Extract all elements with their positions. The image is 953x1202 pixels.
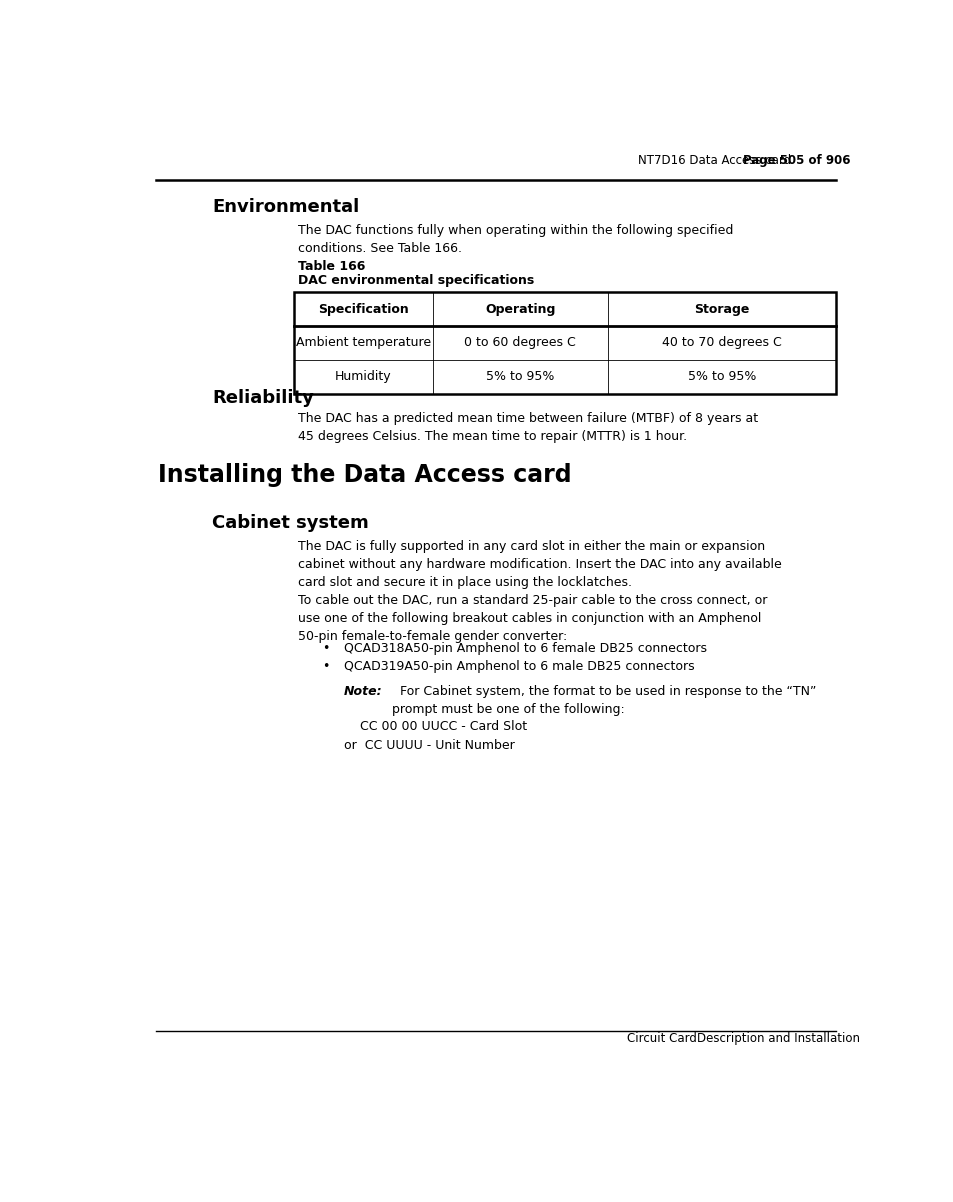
Text: Circuit Card: Circuit Card bbox=[626, 1033, 696, 1046]
Text: The DAC is fully supported in any card slot in either the main or expansion
cabi: The DAC is fully supported in any card s… bbox=[297, 540, 781, 589]
Text: Ambient temperature: Ambient temperature bbox=[295, 337, 431, 350]
Text: Environmental: Environmental bbox=[212, 198, 359, 216]
Text: Reliability: Reliability bbox=[212, 389, 314, 407]
Text: Note:: Note: bbox=[344, 685, 382, 698]
Text: For Cabinet system, the format to be used in response to the “TN”
prompt must be: For Cabinet system, the format to be use… bbox=[392, 685, 816, 715]
Text: 0 to 60 degrees C: 0 to 60 degrees C bbox=[464, 337, 576, 350]
Text: 5% to 95%: 5% to 95% bbox=[687, 370, 755, 383]
Text: •: • bbox=[322, 660, 330, 673]
Bar bbox=[294, 292, 835, 394]
Text: Operating: Operating bbox=[485, 303, 555, 315]
Text: Specification: Specification bbox=[317, 303, 408, 315]
Text: Storage: Storage bbox=[694, 303, 749, 315]
Text: Table 166: Table 166 bbox=[297, 260, 364, 273]
Text: or  CC UUUU - Unit Number: or CC UUUU - Unit Number bbox=[344, 739, 515, 751]
Text: Installing the Data Access card: Installing the Data Access card bbox=[158, 463, 571, 487]
Text: 40 to 70 degrees C: 40 to 70 degrees C bbox=[661, 337, 781, 350]
Text: To cable out the DAC, run a standard 25-pair cable to the cross connect, or
use : To cable out the DAC, run a standard 25-… bbox=[297, 594, 766, 643]
Text: Description and Installation: Description and Installation bbox=[696, 1033, 859, 1046]
Text: Humidity: Humidity bbox=[335, 370, 392, 383]
Text: Page 505 of 906: Page 505 of 906 bbox=[742, 154, 850, 167]
Text: The DAC has a predicted mean time between failure (MTBF) of 8 years at
45 degree: The DAC has a predicted mean time betwee… bbox=[297, 412, 757, 444]
Text: •: • bbox=[322, 642, 330, 655]
Text: QCAD319A50-pin Amphenol to 6 male DB25 connectors: QCAD319A50-pin Amphenol to 6 male DB25 c… bbox=[344, 660, 694, 673]
Text: Cabinet system: Cabinet system bbox=[212, 513, 369, 531]
Text: NT7D16 Data Access card: NT7D16 Data Access card bbox=[638, 154, 791, 167]
Text: The DAC functions fully when operating within the following specified
conditions: The DAC functions fully when operating w… bbox=[297, 225, 732, 255]
Text: 5% to 95%: 5% to 95% bbox=[486, 370, 554, 383]
Text: QCAD318A50-pin Amphenol to 6 female DB25 connectors: QCAD318A50-pin Amphenol to 6 female DB25… bbox=[344, 642, 706, 655]
Text: DAC environmental specifications: DAC environmental specifications bbox=[297, 274, 533, 286]
Text: CC 00 00 UUCC - Card Slot: CC 00 00 UUCC - Card Slot bbox=[344, 720, 527, 733]
